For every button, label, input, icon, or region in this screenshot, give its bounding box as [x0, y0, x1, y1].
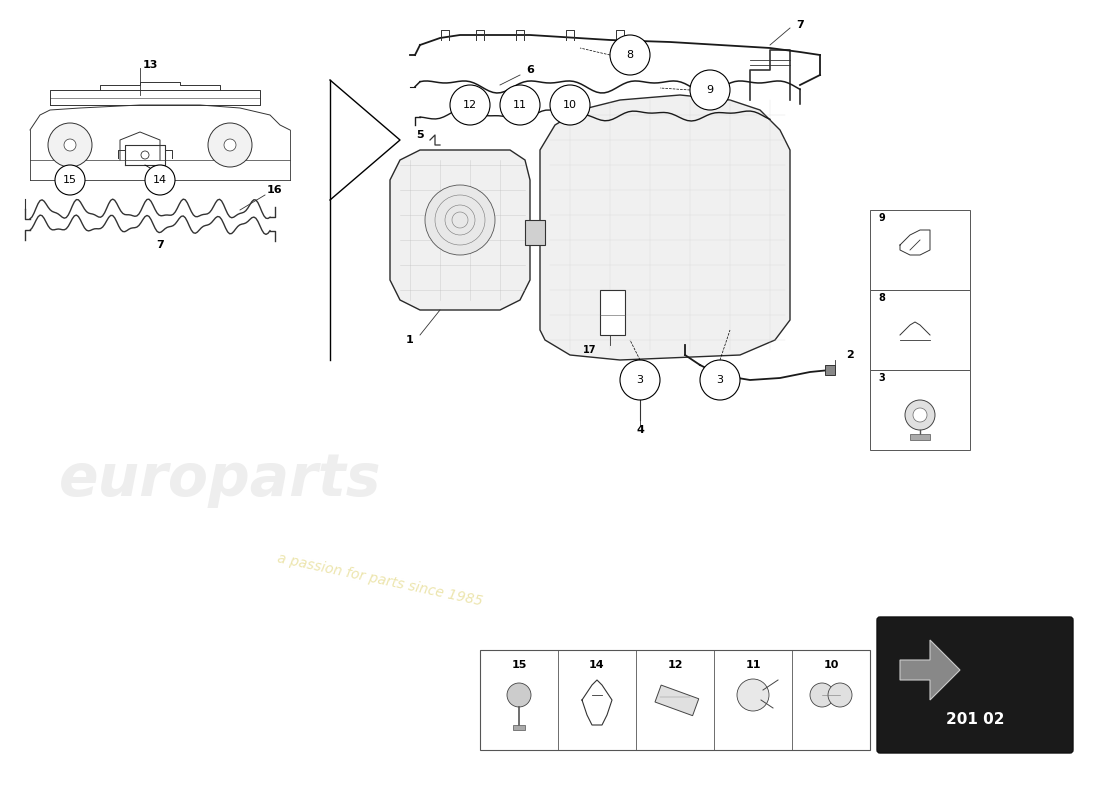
Circle shape — [145, 165, 175, 195]
Circle shape — [610, 35, 650, 75]
Bar — [600, 290, 625, 335]
Bar — [525, 220, 544, 245]
Text: europarts: europarts — [58, 451, 382, 509]
Bar — [870, 370, 970, 450]
Text: 16: 16 — [267, 185, 283, 195]
Circle shape — [620, 360, 660, 400]
Text: 17: 17 — [583, 345, 596, 355]
Text: 8: 8 — [879, 293, 886, 303]
Text: 15: 15 — [63, 175, 77, 185]
Text: 2: 2 — [846, 350, 854, 360]
Circle shape — [905, 400, 935, 430]
Circle shape — [507, 683, 531, 707]
Bar — [513, 725, 525, 730]
Bar — [870, 210, 970, 290]
Bar — [910, 434, 930, 440]
Text: 14: 14 — [590, 660, 605, 670]
Text: 10: 10 — [823, 660, 838, 670]
Bar — [825, 365, 835, 375]
Circle shape — [690, 70, 730, 110]
Text: 3: 3 — [637, 375, 644, 385]
FancyBboxPatch shape — [877, 617, 1072, 753]
Text: 12: 12 — [668, 660, 683, 670]
Text: 11: 11 — [746, 660, 761, 670]
Text: 7: 7 — [796, 20, 804, 30]
Text: 15: 15 — [512, 660, 527, 670]
Polygon shape — [540, 95, 790, 360]
Text: 4: 4 — [636, 425, 644, 435]
Text: a passion for parts since 1985: a passion for parts since 1985 — [276, 551, 484, 609]
Text: 3: 3 — [716, 375, 724, 385]
Circle shape — [425, 185, 495, 255]
Text: 9: 9 — [879, 213, 886, 223]
Circle shape — [224, 139, 236, 151]
Text: 9: 9 — [706, 85, 714, 95]
Text: 7: 7 — [156, 240, 164, 250]
Text: 3: 3 — [879, 373, 886, 383]
Circle shape — [64, 139, 76, 151]
Circle shape — [737, 679, 769, 711]
Circle shape — [810, 683, 834, 707]
Circle shape — [208, 123, 252, 167]
Text: 6: 6 — [526, 65, 534, 75]
Circle shape — [500, 85, 540, 125]
Circle shape — [550, 85, 590, 125]
Text: 10: 10 — [563, 100, 578, 110]
Text: 201 02: 201 02 — [946, 713, 1004, 727]
Text: 5: 5 — [416, 130, 424, 140]
Text: 12: 12 — [463, 100, 477, 110]
Text: 1: 1 — [406, 335, 414, 345]
Circle shape — [913, 408, 927, 422]
Bar — [870, 290, 970, 370]
Polygon shape — [390, 150, 530, 310]
Circle shape — [141, 151, 149, 159]
Text: 13: 13 — [142, 60, 157, 70]
Circle shape — [55, 165, 85, 195]
Text: 8: 8 — [626, 50, 634, 60]
Circle shape — [700, 360, 740, 400]
Circle shape — [828, 683, 852, 707]
Text: 11: 11 — [513, 100, 527, 110]
Bar — [654, 685, 698, 716]
Bar — [480, 650, 870, 750]
Circle shape — [450, 85, 490, 125]
Text: 14: 14 — [153, 175, 167, 185]
Circle shape — [48, 123, 92, 167]
Polygon shape — [900, 640, 960, 700]
